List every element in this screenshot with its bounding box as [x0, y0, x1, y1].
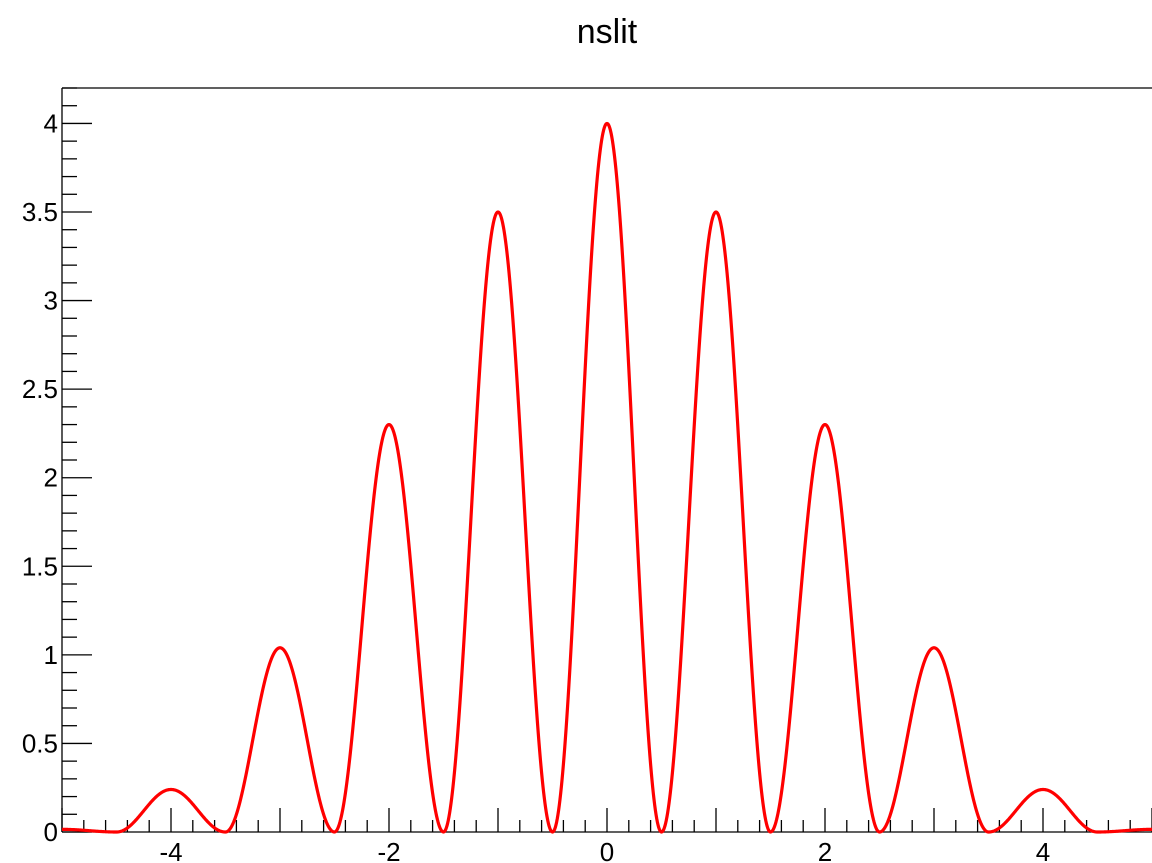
y-tick-label: 0 — [44, 817, 58, 847]
x-axis: -4 -2 0 2 4 — [61, 808, 1152, 863]
y-axis: 0 0.5 1 1.5 2 2.5 3 3.5 4 — [22, 87, 92, 847]
chart-title: nslit — [577, 13, 638, 51]
series-group — [61, 121, 1152, 834]
y-tick-label: 2.5 — [22, 374, 58, 404]
y-tick-label: 3.5 — [22, 197, 58, 227]
y-tick-label: 1.5 — [22, 551, 58, 581]
x-tick-label: -2 — [377, 837, 400, 863]
y-tick-label: 0.5 — [22, 728, 58, 758]
x-tick-label: 2 — [818, 837, 832, 863]
x-tick-label: 0 — [600, 837, 614, 863]
series-line — [61, 121, 1152, 834]
x-tick-label: -4 — [159, 837, 182, 863]
x-tick-label: 4 — [1036, 837, 1050, 863]
y-tick-label: 3 — [44, 286, 58, 316]
y-tick-label: 2 — [44, 463, 58, 493]
y-tick-label: 1 — [44, 640, 58, 670]
y-tick-label: 4 — [44, 108, 58, 138]
